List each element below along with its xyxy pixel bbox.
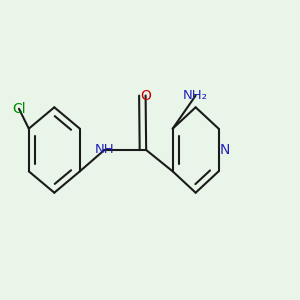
Text: O: O (140, 88, 151, 103)
Text: N: N (220, 143, 230, 157)
Text: NH: NH (94, 143, 114, 157)
Text: NH₂: NH₂ (183, 89, 208, 102)
Text: Cl: Cl (12, 102, 26, 116)
